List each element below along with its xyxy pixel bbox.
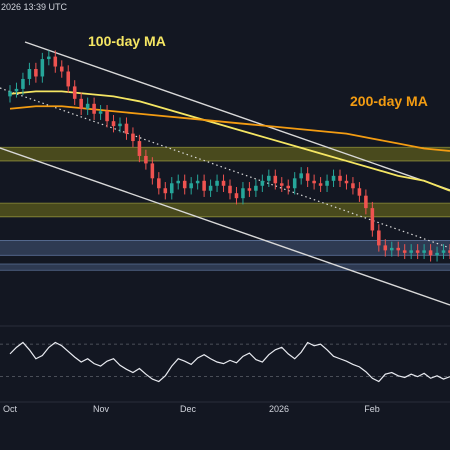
candle-body — [105, 111, 109, 122]
x-tick-label: Oct — [3, 404, 18, 414]
candle-body — [137, 141, 142, 156]
candle-body — [279, 183, 284, 186]
candle-body — [144, 155, 148, 164]
candle-body — [215, 180, 219, 186]
candle-body — [292, 178, 297, 189]
candle-body — [364, 195, 368, 209]
candle-body — [441, 250, 446, 253]
candle-body — [59, 66, 64, 72]
candle-body — [8, 91, 12, 97]
candle-body — [344, 180, 349, 184]
rsi-line — [9, 341, 450, 383]
candle-body — [305, 173, 310, 181]
zone-support-2 — [0, 240, 450, 256]
candle-body — [72, 86, 77, 99]
candle-body — [286, 185, 291, 189]
candle-body — [370, 208, 375, 231]
candle-body — [202, 180, 206, 191]
candle-body — [163, 188, 168, 194]
candle-body — [409, 250, 413, 253]
candle-body — [66, 71, 71, 87]
candle-body — [79, 98, 83, 109]
candle-body — [111, 121, 116, 127]
ma100-line — [9, 90, 450, 192]
candle-body — [234, 193, 239, 199]
ma200-label: 200-day MA — [350, 93, 428, 109]
candle-body — [415, 250, 420, 253]
candle-body — [124, 123, 129, 134]
candle-body — [338, 175, 342, 181]
candle-body — [157, 178, 161, 189]
candle-body — [14, 88, 19, 92]
candle-body — [118, 123, 122, 127]
zone-resistance-1 — [0, 203, 450, 217]
candle-body — [189, 183, 193, 189]
candle-body — [422, 250, 426, 253]
rsi-panel — [0, 325, 450, 383]
candle-body — [195, 180, 200, 184]
candle-body — [318, 183, 323, 186]
candle-body — [357, 188, 362, 196]
ma200-line — [9, 105, 450, 152]
candle-body — [331, 175, 336, 181]
x-tick-label: Feb — [364, 404, 380, 414]
candle-body — [247, 188, 252, 191]
moving-averages — [9, 90, 450, 192]
chart-header-datetime: , 2026 13:39 UTC — [0, 2, 68, 12]
candle-body — [241, 188, 245, 199]
candle-body — [228, 185, 232, 194]
candle-body — [221, 180, 226, 186]
candle-body — [47, 56, 51, 60]
candle-body — [53, 56, 58, 67]
candle-body — [312, 180, 316, 184]
candle-body — [428, 250, 433, 256]
ma100-label: 100-day MA — [88, 33, 166, 49]
candle-body — [383, 245, 388, 251]
candle-body — [260, 180, 265, 186]
candle-body — [182, 180, 187, 189]
candle-body — [40, 59, 45, 77]
candle-body — [92, 103, 96, 114]
candle-body — [299, 173, 303, 179]
zone-resistance-0 — [0, 147, 450, 161]
candle-body — [254, 185, 258, 191]
candle-body — [34, 69, 38, 77]
channel-mid-line — [0, 87, 450, 249]
candle-body — [389, 247, 394, 251]
x-tick-label: Nov — [93, 404, 110, 414]
price-channel — [0, 41, 450, 306]
candle-body — [448, 250, 450, 253]
candle-body — [85, 103, 90, 109]
candle-body — [27, 69, 32, 79]
x-tick-label: Dec — [180, 404, 197, 414]
candle-body — [131, 133, 135, 142]
x-axis-ticks: Oct Nov Dec 2026 Feb — [0, 401, 450, 414]
candle-body — [351, 183, 355, 189]
candle-body — [150, 163, 155, 179]
channel-lower-line — [0, 147, 450, 306]
candle-body — [325, 180, 329, 186]
candle-body — [377, 230, 381, 246]
channel-upper-line — [24, 41, 450, 191]
candle-body — [169, 183, 174, 194]
candle-body — [176, 180, 181, 184]
candle-body — [98, 111, 103, 114]
candle-body — [402, 250, 407, 253]
candle-body — [21, 78, 25, 89]
candle-body — [435, 252, 439, 256]
zone-support-3 — [0, 264, 450, 271]
candle-body — [208, 185, 213, 191]
candle-body — [396, 247, 401, 251]
x-tick-label: 2026 — [269, 404, 289, 414]
candles — [8, 50, 450, 262]
candle-body — [267, 175, 271, 181]
candle-body — [273, 175, 278, 184]
